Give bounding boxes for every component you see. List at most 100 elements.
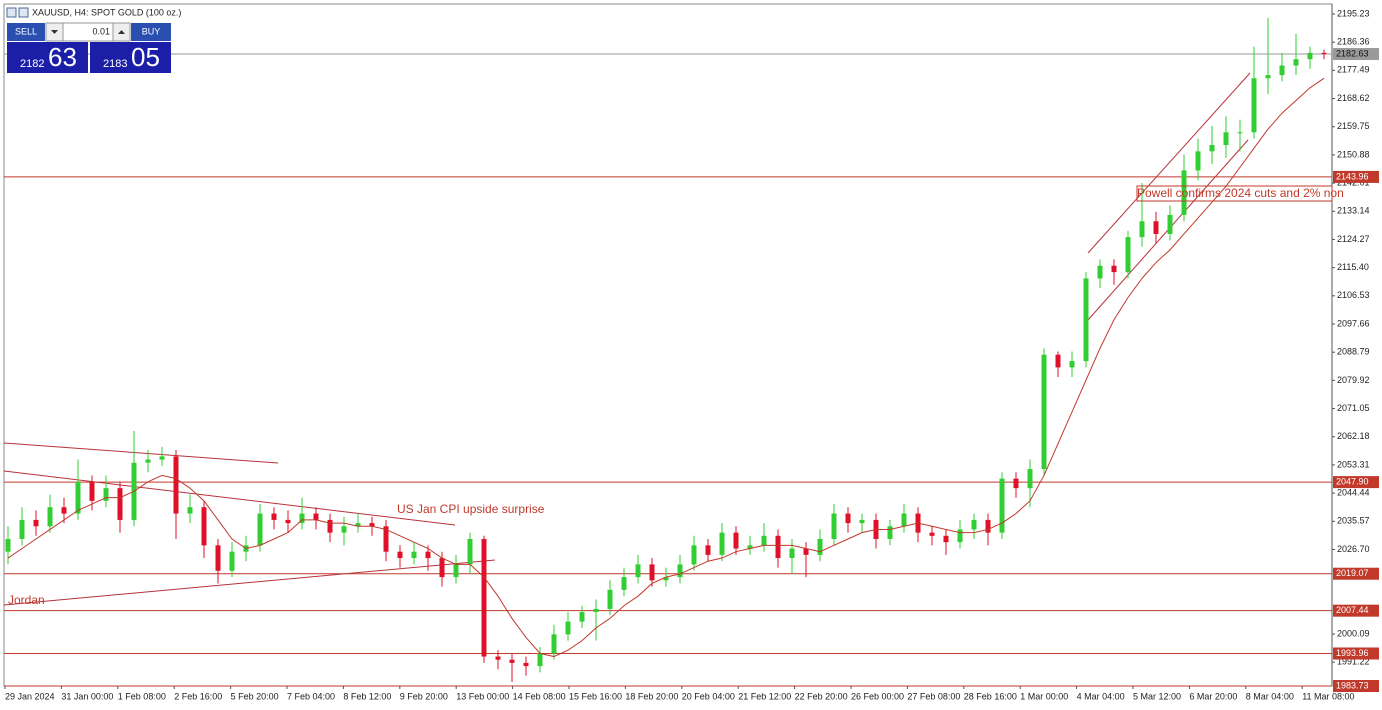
level-line-label: 2143.96	[1336, 171, 1369, 181]
ask-main[interactable]: 2183	[103, 58, 127, 70]
x-tick-label: 1 Feb 08:00	[118, 691, 166, 701]
candle-body	[285, 519, 291, 524]
candle-body	[1279, 65, 1285, 76]
level-line-box	[1333, 476, 1379, 489]
candle-body	[1027, 469, 1033, 489]
candle-body	[1293, 59, 1299, 66]
candle-body	[1139, 221, 1145, 238]
candle-body	[929, 532, 935, 536]
x-tick-label: 5 Mar 12:00	[1133, 691, 1181, 701]
candle-body	[887, 526, 893, 539]
level-line-label: 2019.07	[1336, 568, 1369, 578]
y-tick-label: 2026.70	[1337, 544, 1370, 554]
candle-body	[817, 538, 823, 555]
candle-body	[173, 456, 179, 514]
y-tick-label: 1991.22	[1337, 657, 1370, 667]
x-tick-label: 8 Mar 04:00	[1246, 691, 1294, 701]
candle-body	[537, 653, 543, 667]
candle-body	[1111, 265, 1117, 273]
level-line-label: 1993.96	[1336, 648, 1369, 658]
candle-body	[1153, 221, 1159, 234]
candle-body	[369, 523, 375, 527]
sell-button[interactable]	[7, 23, 45, 41]
y-tick-label: 2071.05	[1337, 403, 1370, 413]
candle-body	[327, 519, 333, 533]
level-line-label: 2007.44	[1336, 605, 1369, 615]
marks: 2195.23 2186.36 2177.49 2168.62 2159.75 2150.…	[4, 8, 1379, 701]
candle-body	[355, 523, 361, 527]
x-tick-label: 29 Jan 2024	[5, 691, 55, 701]
candle-body	[1195, 151, 1201, 171]
candle-body	[803, 548, 809, 555]
candle-body	[579, 612, 585, 622]
candle-body	[313, 513, 319, 520]
candle-body	[1321, 52, 1327, 55]
ask-big[interactable]: 05	[131, 42, 160, 72]
candle-body	[1069, 361, 1075, 368]
lot-value[interactable]: 0.01	[92, 26, 110, 36]
window-title: XAUUSD, H4: SPOT GOLD (100 oz.)	[32, 7, 181, 17]
y-tick-label: 2195.23	[1337, 8, 1370, 18]
annotation: US Jan CPI upside surprise	[397, 502, 545, 516]
candle-body	[705, 545, 711, 555]
bid-big[interactable]: 63	[48, 42, 77, 72]
x-tick-label: 15 Feb 16:00	[569, 691, 622, 701]
candle-body	[383, 526, 389, 552]
x-tick-label: 27 Feb 08:00	[907, 691, 960, 701]
x-tick-label: 31 Jan 00:00	[61, 691, 113, 701]
level-line-label: 1983.73	[1336, 680, 1369, 690]
candle-body	[859, 519, 865, 524]
moving-average	[7, 77, 1325, 658]
candle-body	[201, 507, 207, 546]
icon	[18, 7, 29, 18]
trend-line	[3, 470, 456, 526]
buy-label[interactable]: BUY	[142, 26, 161, 36]
trade-panel: SELL 0.01 BUY 2182 63 2183 05	[7, 22, 171, 73]
current-price-box	[1333, 48, 1379, 61]
candle-body	[1055, 354, 1061, 368]
candle-body	[607, 589, 613, 609]
candle-body	[47, 507, 53, 527]
header: XAUUSD, H4: SPOT GOLD (100 oz.)	[6, 7, 181, 18]
candle-body	[75, 481, 81, 514]
ask-box[interactable]	[90, 42, 171, 73]
y-tick-label: 2150.88	[1337, 149, 1370, 159]
candle-body	[1237, 132, 1243, 134]
sell-label[interactable]: SELL	[15, 26, 37, 36]
bid-main[interactable]: 2182	[20, 58, 44, 70]
candle-body	[159, 456, 165, 460]
y-tick-label: 2079.92	[1337, 375, 1370, 385]
candle-body	[985, 519, 991, 533]
candle-body	[467, 538, 473, 565]
x-tick-label: 18 Feb 20:00	[625, 691, 678, 701]
arrow-icon	[118, 30, 125, 34]
annotation: Jordan	[8, 593, 45, 607]
candle-body	[453, 564, 459, 578]
candle-body	[61, 507, 67, 514]
candle-body	[5, 538, 11, 552]
candle-body	[341, 526, 347, 533]
candle-body	[635, 564, 641, 578]
candle-body	[901, 513, 907, 527]
x-tick-label: 11 Mar 08:00	[1302, 691, 1354, 701]
candle-body	[621, 577, 627, 590]
buy-button[interactable]	[131, 23, 171, 41]
candle-body	[999, 478, 1005, 533]
x-tick-label: 7 Feb 04:00	[287, 691, 335, 701]
y-tick-label: 2000.09	[1337, 628, 1370, 638]
candle-body	[663, 577, 669, 581]
current-price-label: 2182.63	[1336, 48, 1369, 58]
candle-body	[677, 564, 683, 578]
candle-body	[1251, 78, 1257, 133]
x-tick-label: 9 Feb 20:00	[400, 691, 448, 701]
candle-body	[831, 513, 837, 539]
candle-body	[257, 513, 263, 546]
candle-body	[271, 513, 277, 520]
icon	[6, 7, 17, 18]
candle-body	[1209, 145, 1215, 152]
candle-body	[565, 621, 571, 635]
level-line-box	[1333, 567, 1379, 580]
bid-box[interactable]	[7, 42, 88, 73]
y-tick-label: 2062.18	[1337, 431, 1370, 441]
